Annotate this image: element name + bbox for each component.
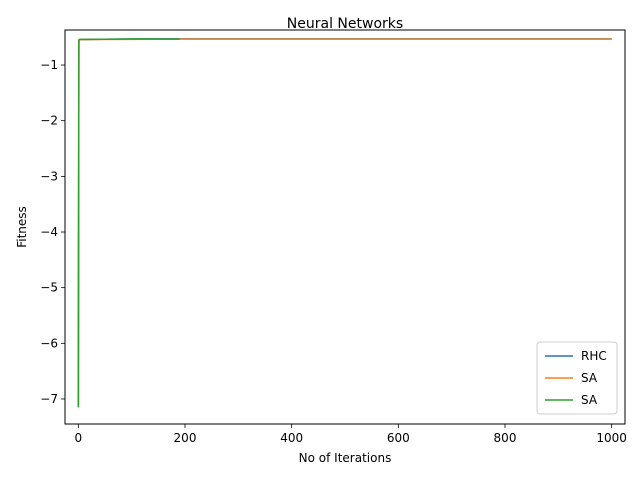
y-tick-label: −5 bbox=[40, 281, 58, 295]
x-tick-label: 0 bbox=[75, 431, 83, 445]
x-axis-label: No of Iterations bbox=[299, 451, 392, 465]
legend: RHC SA SA bbox=[536, 341, 618, 415]
x-tick-label: 200 bbox=[174, 431, 197, 445]
x-tick-label: 800 bbox=[494, 431, 517, 445]
plot-frame bbox=[64, 29, 626, 425]
x-axis-ticks: 0 200 400 600 800 1000 bbox=[75, 424, 627, 445]
y-tick-label: −2 bbox=[40, 114, 58, 128]
x-tick-label: 600 bbox=[387, 431, 410, 445]
chart-title: Neural Networks bbox=[287, 16, 403, 32]
legend-label-1: SA bbox=[581, 371, 598, 385]
y-tick-label: −6 bbox=[40, 336, 58, 350]
y-axis-ticks: −1 −2 −3 −4 −5 −6 −7 bbox=[40, 58, 65, 406]
y-axis-label: Fitness bbox=[15, 206, 29, 248]
y-tick-label: −4 bbox=[40, 225, 58, 239]
legend-label-0: RHC bbox=[581, 349, 607, 363]
x-tick-label: 400 bbox=[280, 431, 303, 445]
y-tick-label: −1 bbox=[40, 58, 58, 72]
x-tick-label: 1000 bbox=[596, 431, 627, 445]
plot-lines bbox=[77, 38, 612, 408]
legend-label-2: SA bbox=[581, 393, 598, 407]
y-tick-label: −7 bbox=[40, 392, 58, 406]
y-tick-label: −3 bbox=[40, 169, 58, 183]
legend-box bbox=[536, 341, 618, 415]
series-line-2 bbox=[77, 38, 180, 408]
